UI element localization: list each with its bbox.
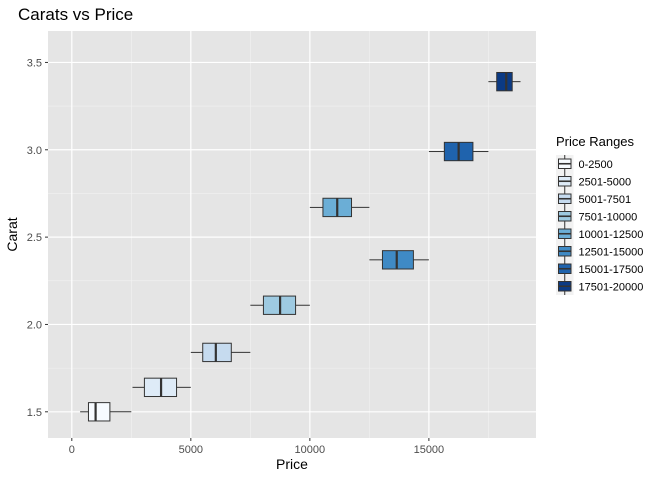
box-12501-15000 xyxy=(369,250,429,270)
legend-item: 15001-17500 xyxy=(556,260,643,278)
legend-item: 2501-5000 xyxy=(556,172,632,190)
y-tick-label: 2.0 xyxy=(27,319,42,331)
box-17501-20000 xyxy=(488,71,521,92)
legend-item: 10001-12500 xyxy=(556,225,643,243)
box-body xyxy=(87,402,111,422)
legend-label: 17501-20000 xyxy=(579,281,644,293)
legend-label: 2501-5000 xyxy=(579,176,632,188)
y-tick-label: 3.5 xyxy=(27,57,42,69)
legend-label: 10001-12500 xyxy=(579,229,644,241)
legend-label: 0-2500 xyxy=(579,159,613,171)
box-body xyxy=(202,342,232,363)
x-axis-title: Price xyxy=(276,456,308,472)
grid-major xyxy=(48,31,536,438)
legend-item: 12501-15000 xyxy=(556,242,644,260)
box-2501-5000 xyxy=(132,377,191,398)
x-tick-label: 0 xyxy=(69,444,75,456)
legend-item: 0-2500 xyxy=(556,155,613,173)
y-tick-label: 3.0 xyxy=(27,145,42,157)
box-5001-7501 xyxy=(190,342,251,363)
x-tick-label: 5000 xyxy=(179,444,203,456)
x-tick-label: 15000 xyxy=(414,444,445,456)
y-tick-label: 1.5 xyxy=(27,407,42,419)
legend-label: 7501-10000 xyxy=(579,211,638,223)
box-0-2500 xyxy=(80,402,132,422)
plot-panel xyxy=(48,31,536,438)
legend-item: 7501-10000 xyxy=(556,207,638,225)
y-tick-label: 2.5 xyxy=(27,232,42,244)
legend-title: Price Ranges xyxy=(556,134,635,149)
x-tick-label: 10000 xyxy=(295,444,326,456)
x-axis-ticks: 0 5000 10000 15000 xyxy=(69,438,444,456)
box-body xyxy=(381,250,414,270)
grid-minor xyxy=(48,31,536,438)
legend: Price Ranges 0-2500 2501-5000 5001-7501 750… xyxy=(556,134,643,295)
boxes xyxy=(80,71,521,422)
y-axis-ticks: 1.5 2.0 2.5 3.0 3.5 xyxy=(27,57,48,419)
legend-label: 5001-7501 xyxy=(579,194,632,206)
legend-item: 17501-20000 xyxy=(556,277,644,295)
legend-label: 15001-17500 xyxy=(579,264,644,276)
chart-title: Carats vs Price xyxy=(18,5,133,24)
legend-label: 12501-15000 xyxy=(579,246,644,258)
box-15001-17500 xyxy=(428,141,489,162)
y-axis-title: Carat xyxy=(4,217,20,251)
box-7501-10000 xyxy=(250,295,310,315)
legend-item: 5001-7501 xyxy=(556,190,631,208)
box-body xyxy=(496,71,513,92)
box-10001-12500 xyxy=(309,197,370,218)
